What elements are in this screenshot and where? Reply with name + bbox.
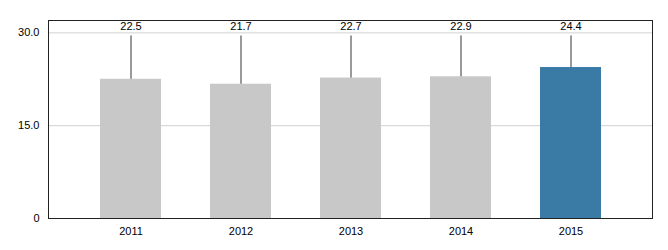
svg-text:30.0: 30.0 — [18, 26, 39, 38]
svg-text:2012: 2012 — [229, 225, 253, 237]
svg-text:22.7: 22.7 — [340, 20, 361, 32]
svg-text:22.9: 22.9 — [450, 20, 471, 32]
svg-text:21.7: 21.7 — [230, 20, 251, 32]
svg-text:2014: 2014 — [449, 225, 473, 237]
svg-text:2015: 2015 — [559, 225, 583, 237]
svg-text:0: 0 — [33, 212, 39, 224]
svg-text:2013: 2013 — [339, 225, 363, 237]
svg-text:2011: 2011 — [119, 225, 143, 237]
svg-text:22.5: 22.5 — [120, 20, 141, 32]
svg-text:15.0: 15.0 — [18, 119, 39, 131]
svg-text:24.4: 24.4 — [560, 20, 581, 32]
